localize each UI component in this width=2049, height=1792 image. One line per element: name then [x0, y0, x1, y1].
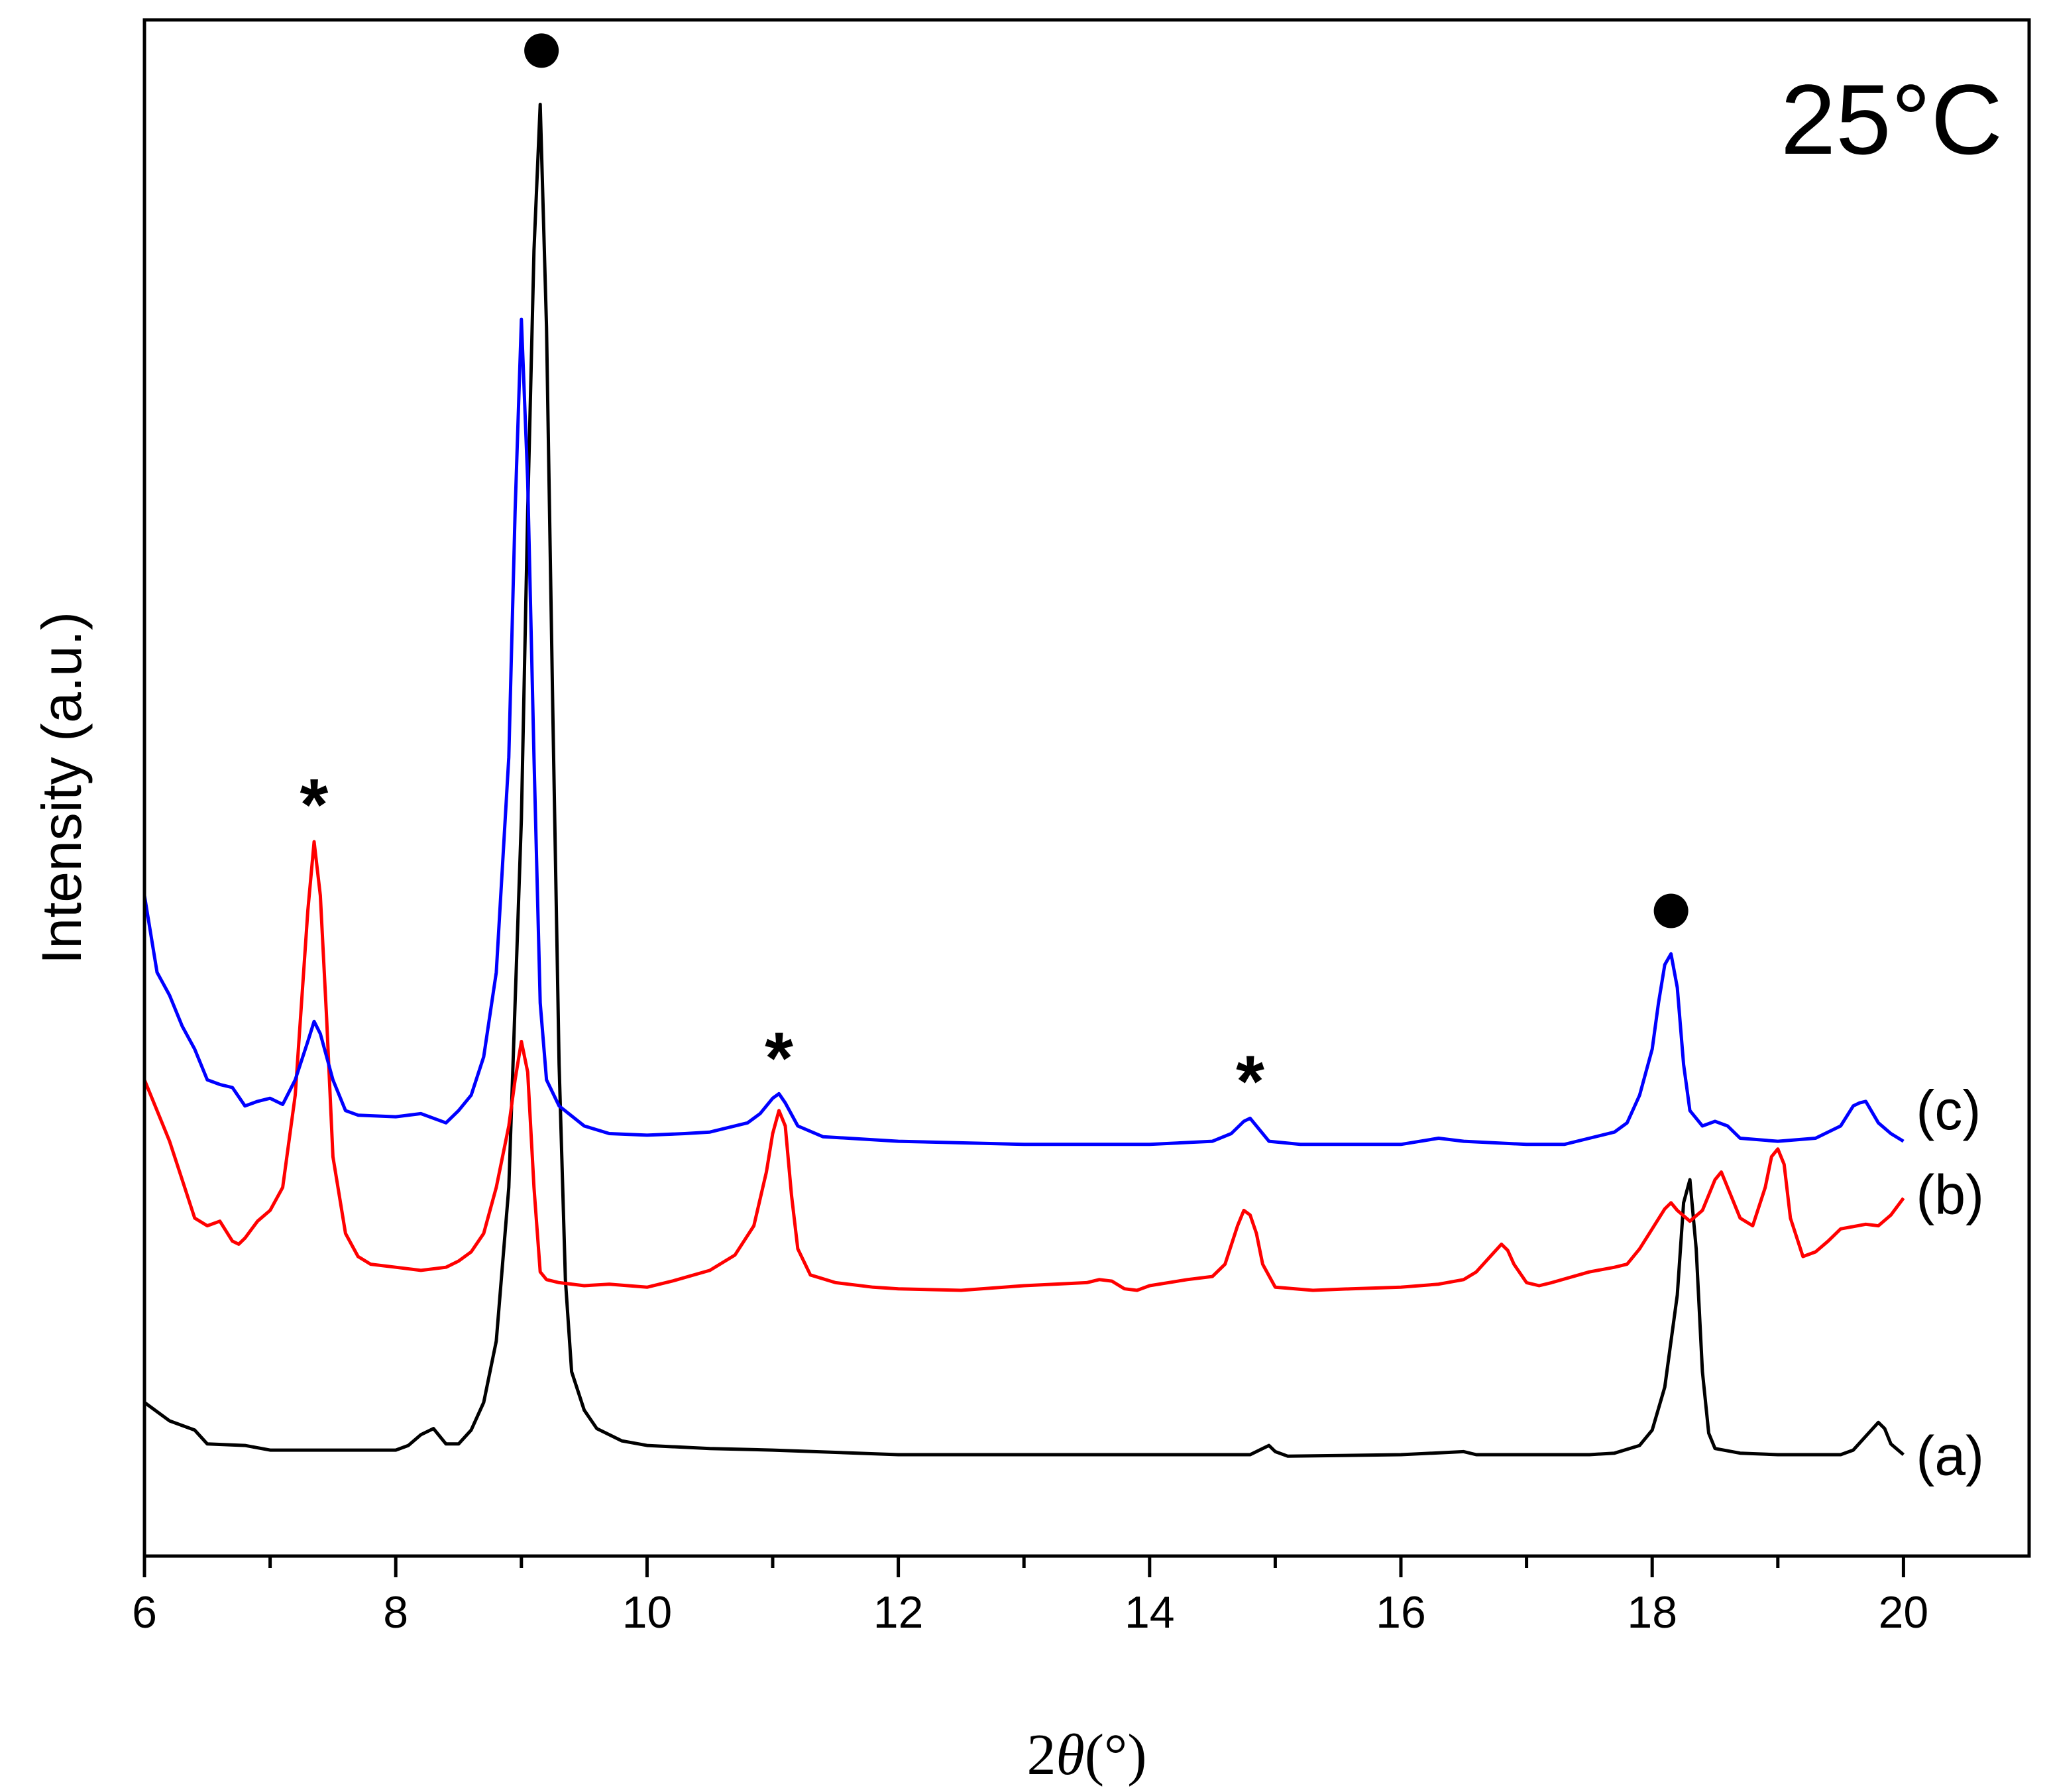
x-tick-label: 8	[383, 1587, 408, 1638]
y-axis-label: Intensity (a.u.)	[30, 612, 93, 964]
series-label-b: (b)	[1916, 1163, 1984, 1225]
peak-marker-star: *	[1236, 1040, 1264, 1122]
series-line-b	[142, 840, 1905, 1292]
x-tick-label: 20	[1879, 1587, 1929, 1638]
x-axis-ticks: 6 8 10 12 14 16 18 20	[132, 1556, 1928, 1638]
x-tick-label: 16	[1376, 1587, 1426, 1638]
x-tick-label: 12	[873, 1587, 924, 1638]
peak-marker-star: *	[765, 1018, 793, 1099]
annotation-layer: * * *	[300, 33, 1689, 1122]
x-axis-label-unit: (°)	[1085, 1723, 1147, 1787]
series-line-c	[142, 317, 1905, 1147]
series-label-c: (c)	[1916, 1079, 1981, 1141]
x-axis-label-prefix: 2	[1026, 1723, 1056, 1787]
x-axis-label-theta: θ	[1056, 1723, 1084, 1787]
x-tick-label: 6	[132, 1587, 157, 1638]
series-line-a	[143, 103, 1905, 1458]
x-axis-label: 2θ(°)	[1026, 1723, 1146, 1787]
plot-frame	[142, 18, 2031, 1558]
peak-marker-circle	[524, 33, 559, 68]
x-tick-label: 14	[1125, 1587, 1175, 1638]
x-tick-label: 10	[622, 1587, 673, 1638]
chart-title: 25°C	[1781, 64, 2003, 175]
x-tick-label: 18	[1627, 1587, 1677, 1638]
series-layer: (a) (b) (c)	[142, 103, 1984, 1486]
peak-marker-circle	[1653, 893, 1689, 928]
peak-marker-star: *	[300, 764, 329, 846]
series-label-a: (a)	[1916, 1424, 1984, 1486]
